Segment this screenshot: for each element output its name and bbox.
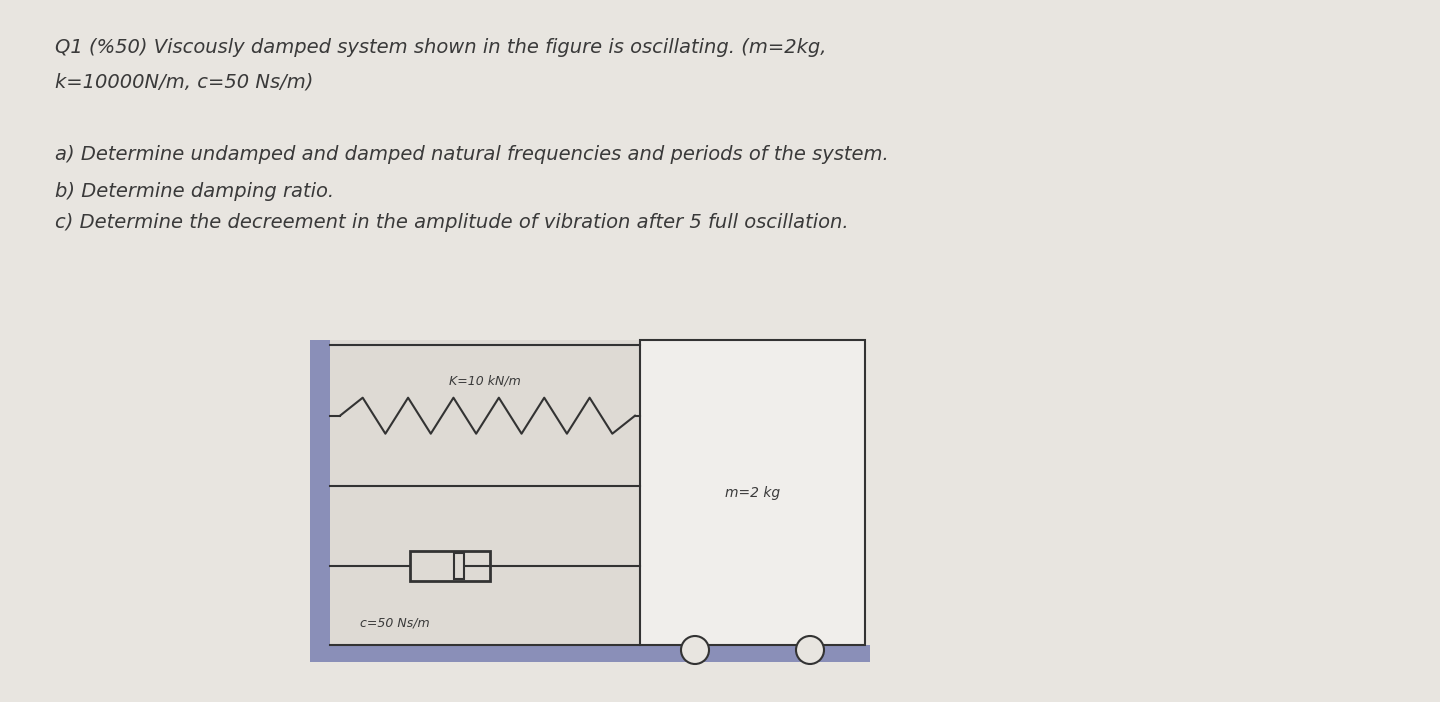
Text: a) Determine undamped and damped natural frequencies and periods of the system.: a) Determine undamped and damped natural… (55, 145, 888, 164)
Bar (639, 340, 865, 645)
Text: Q1 (%50) Viscously damped system shown in the figure is oscillating. (m=2kg,: Q1 (%50) Viscously damped system shown i… (55, 38, 827, 57)
Bar (454, 552, 464, 578)
Text: K=10 kN/m: K=10 kN/m (449, 375, 521, 388)
Bar (310, 645, 870, 662)
Text: c=50 Ns/m: c=50 Ns/m (360, 617, 429, 630)
Bar (330, 340, 639, 645)
Text: m=2 kg: m=2 kg (724, 486, 780, 500)
Circle shape (796, 636, 824, 664)
Bar (410, 550, 490, 581)
Circle shape (681, 636, 708, 664)
Text: c) Determine the decreement in the amplitude of vibration after 5 full oscillati: c) Determine the decreement in the ampli… (55, 213, 848, 232)
Text: b) Determine damping ratio.: b) Determine damping ratio. (55, 182, 334, 201)
Text: k=10000N/m, c=50 Ns/m): k=10000N/m, c=50 Ns/m) (55, 72, 314, 91)
Bar (310, 340, 330, 660)
